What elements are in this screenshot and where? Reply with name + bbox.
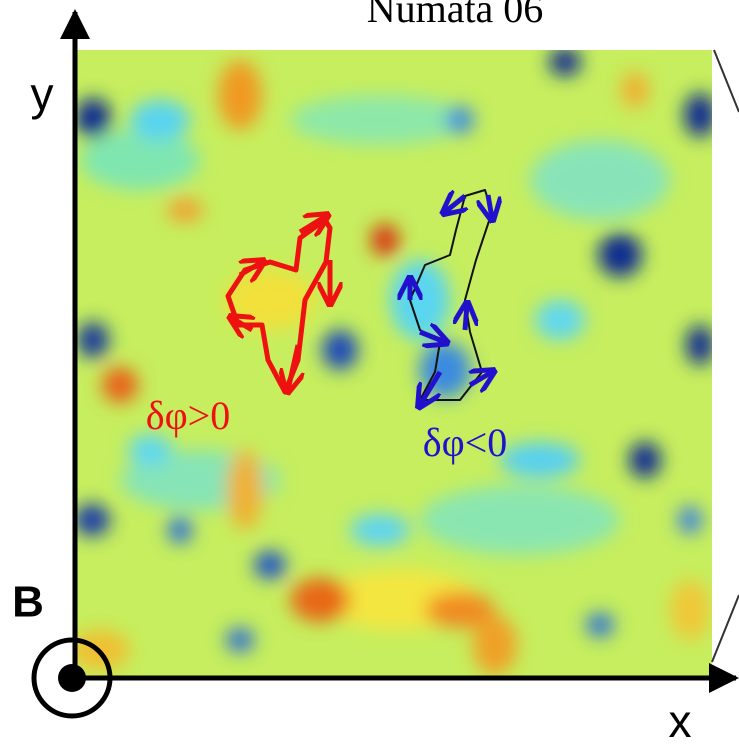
title: Numata 06 <box>367 0 544 31</box>
x-axis-label: x <box>669 695 692 747</box>
negative-arrows <box>410 195 492 405</box>
negative-label: δφ<0 <box>423 420 508 465</box>
perspective-line <box>713 49 739 113</box>
positive-arrows <box>232 216 330 390</box>
positive-contour <box>225 217 333 395</box>
field-symbol-dot <box>58 664 86 692</box>
field-symbol-ring <box>31 637 113 719</box>
positive-label: δφ>0 <box>146 393 231 438</box>
perspective-line <box>711 594 739 663</box>
negative-contour <box>409 189 493 401</box>
potential-field <box>75 50 712 680</box>
field-label: B <box>12 578 44 627</box>
y-axis-label: y <box>31 68 54 120</box>
